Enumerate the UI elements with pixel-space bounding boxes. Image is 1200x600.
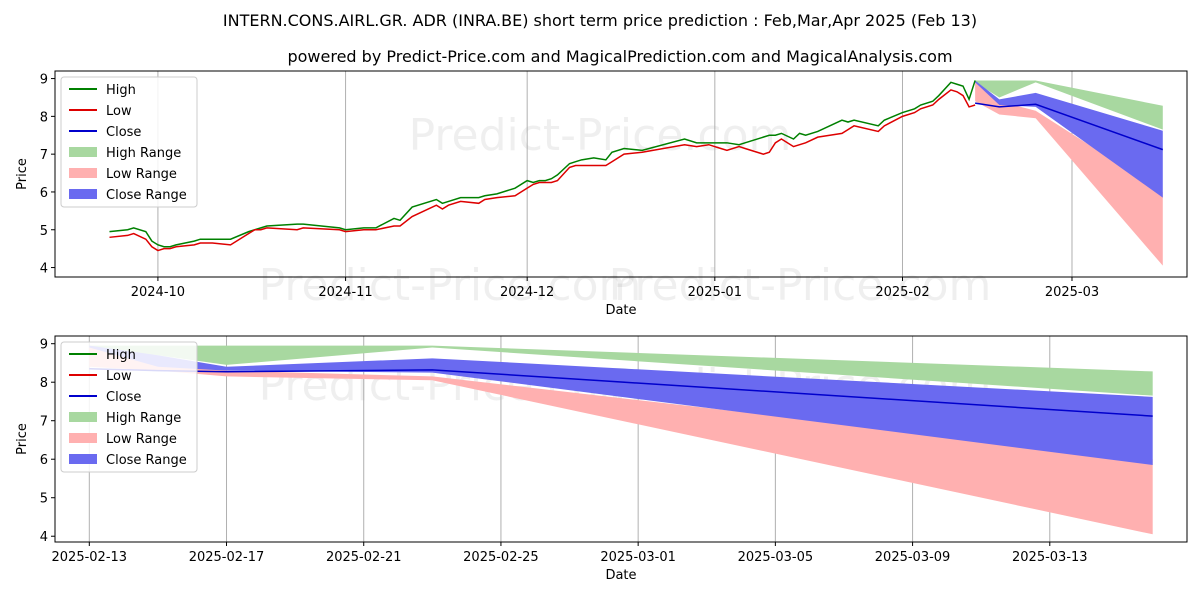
watermark-text: Predict-Price.com	[259, 260, 642, 311]
close-range-band	[975, 80, 1163, 198]
high-range-band	[975, 80, 1163, 130]
forecast-panel: Predict-Price.comPredict-Price.com2025-0…	[15, 335, 1188, 583]
legend-swatch-high-range	[69, 412, 97, 422]
legend-swatch-close-range	[69, 454, 97, 464]
chart-title: INTERN.CONS.AIRL.GR. ADR (INRA.BE) short…	[223, 11, 977, 30]
y-tick-label: 8	[40, 376, 48, 391]
legend-swatch-low-range	[69, 433, 97, 443]
legend-swatch-low-range	[69, 168, 97, 178]
y-tick-label: 7	[40, 148, 48, 163]
legend-label-close: Close	[106, 390, 141, 405]
x-tick-label: 2025-03-05	[738, 550, 814, 565]
legend-label-close: Close	[106, 125, 141, 140]
y-tick-label: 9	[40, 73, 48, 88]
x-tick-label: 2025-03-13	[1012, 550, 1088, 565]
x-tick-label: 2025-01	[688, 285, 742, 300]
x-axis-label: Date	[605, 568, 636, 583]
y-tick-label: 7	[40, 415, 48, 430]
high-line	[109, 80, 976, 248]
x-tick-label: 2025-02-21	[326, 550, 402, 565]
x-tick-label: 2025-03	[1045, 285, 1099, 300]
history-panel: Predict-Price.comPredict-Price.comPredic…	[15, 70, 1188, 318]
y-tick-label: 6	[40, 453, 48, 468]
x-tick-label: 2024-11	[318, 285, 372, 300]
legend-label-low: Low	[106, 369, 132, 384]
y-tick-label: 4	[40, 262, 48, 277]
legend-label-low-range: Low Range	[106, 432, 177, 447]
legend-label-high-range: High Range	[106, 411, 181, 426]
plot-area	[89, 345, 1153, 535]
x-tick-label: 2024-10	[131, 285, 185, 300]
watermark-text: Predict-Price.com	[409, 110, 792, 161]
low-range-band	[975, 82, 1163, 266]
axes-frame	[54, 335, 1188, 543]
close-line	[975, 102, 1164, 151]
x-tick-label: 2024-12	[500, 285, 554, 300]
legend-label-high-range: High Range	[106, 146, 181, 161]
close-range-band	[89, 345, 1153, 465]
plot-area	[109, 80, 1164, 266]
legend: High Low Close High Range Low Range Close Ran…	[60, 76, 198, 208]
y-tick-label: 5	[40, 224, 48, 239]
y-tick-label: 5	[40, 492, 48, 507]
y-tick-label: 4	[40, 530, 48, 545]
legend-label-high: High	[106, 348, 136, 363]
legend-swatch-close-range	[69, 189, 97, 199]
axes-frame	[54, 70, 1188, 278]
y-axis-label: Price	[15, 423, 30, 455]
y-tick-label: 6	[40, 186, 48, 201]
chart-subtitle: powered by Predict-Price.com and Magical…	[287, 47, 952, 66]
legend-label-close-range: Close Range	[106, 188, 187, 203]
legend-label-low-range: Low Range	[106, 167, 177, 182]
legend-label-close-range: Close Range	[106, 453, 187, 468]
legend-label-high: High	[106, 83, 136, 98]
x-tick-label: 2025-02-13	[52, 550, 128, 565]
legend-swatch-high-range	[69, 147, 97, 157]
legend-label-low: Low	[106, 104, 132, 119]
x-tick-label: 2025-03-09	[875, 550, 951, 565]
legend: High Low Close High Range Low Range Close Ran…	[60, 341, 198, 473]
x-tick-label: 2025-02	[875, 285, 929, 300]
x-tick-label: 2025-03-01	[600, 550, 676, 565]
x-tick-label: 2025-02-25	[463, 550, 539, 565]
y-tick-label: 8	[40, 110, 48, 125]
x-axis-label: Date	[605, 303, 636, 318]
low-line	[109, 89, 976, 252]
watermark-text: Predict-Price.com	[609, 260, 992, 311]
y-axis-label: Price	[15, 158, 30, 190]
y-tick-label: 9	[40, 338, 48, 353]
x-tick-label: 2025-02-17	[189, 550, 265, 565]
